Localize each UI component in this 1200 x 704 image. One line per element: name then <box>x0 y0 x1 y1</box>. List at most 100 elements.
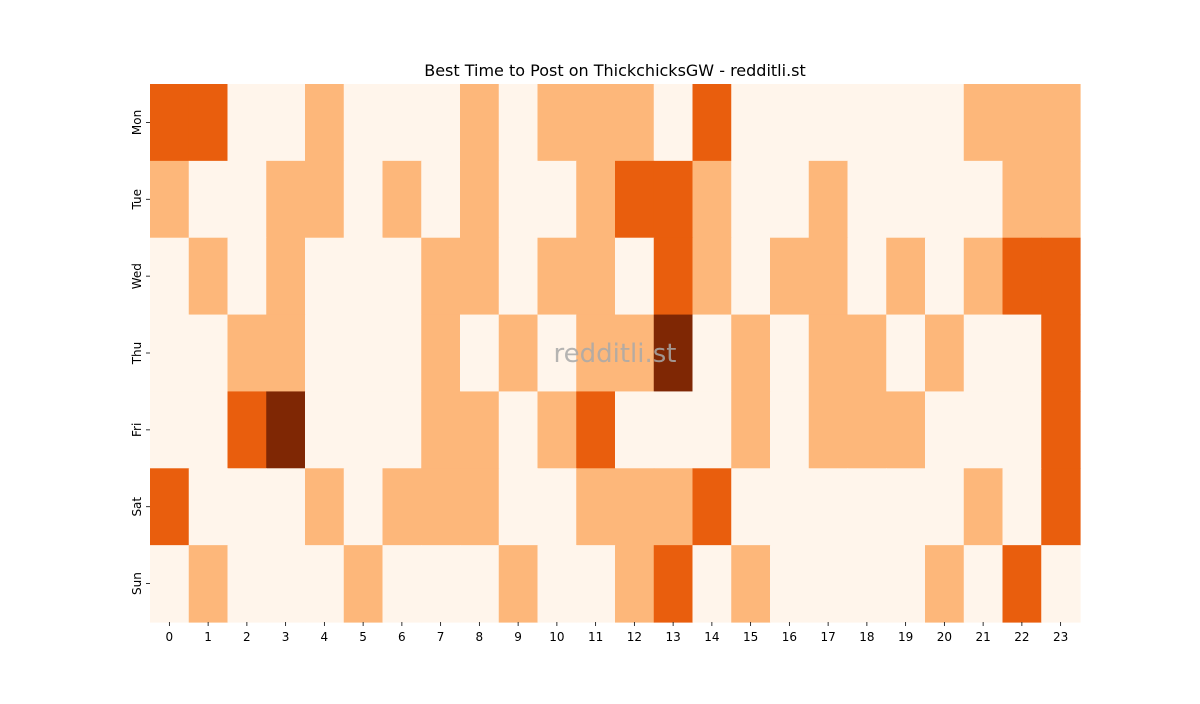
heatmap-cell-sun-22 <box>1002 545 1042 623</box>
heatmap-cell-mon-12 <box>615 84 655 162</box>
heatmap-cell-tue-23 <box>1041 160 1081 239</box>
heatmap-cell-tue-7 <box>421 160 461 239</box>
x-tick-label: 2 <box>243 630 251 644</box>
heatmap-cell-wed-6 <box>382 237 422 316</box>
heatmap-cell-wed-10 <box>537 237 577 316</box>
heatmap-cell-thu-17 <box>808 314 849 393</box>
heatmap-cell-thu-12 <box>615 314 655 393</box>
heatmap-cell-fri-22 <box>1002 391 1042 469</box>
x-tick-label: 20 <box>937 630 952 644</box>
x-tick-label: 19 <box>898 630 913 644</box>
heatmap-cell-wed-9 <box>498 237 539 316</box>
heatmap-cell-wed-3 <box>266 237 306 316</box>
heatmap-cell-sun-13 <box>653 545 694 623</box>
heatmap-cell-sat-22 <box>1002 468 1042 546</box>
heatmap-cell-sat-14 <box>692 468 732 546</box>
heatmap-cell-sat-10 <box>537 468 577 546</box>
y-axis: Mon Tue Wed Thu Fri Sat Sun <box>130 110 150 595</box>
heatmap-cell-tue-10 <box>537 160 577 239</box>
heatmap-cell-tue-17 <box>808 160 849 239</box>
heatmap-cell-wed-12 <box>615 237 655 316</box>
heatmap-cell-thu-22 <box>1002 314 1042 393</box>
heatmap-cell-wed-2 <box>227 237 267 316</box>
heatmap-cell-thu-23 <box>1041 314 1081 393</box>
heatmap-cell-tue-5 <box>343 160 384 239</box>
heatmap-cell-thu-16 <box>770 314 810 393</box>
y-tick-label: Thu <box>130 342 144 366</box>
heatmap-cell-mon-2 <box>227 84 267 162</box>
heatmap-cell-sun-1 <box>188 545 229 623</box>
heatmap-cell-sun-10 <box>537 545 577 623</box>
watermark: redditli.st <box>554 339 677 369</box>
heatmap-cell-mon-19 <box>886 84 926 162</box>
x-tick-label: 3 <box>282 630 290 644</box>
heatmap-cell-sun-18 <box>847 545 887 623</box>
heatmap-cell-sun-19 <box>886 545 926 623</box>
x-tick-label: 13 <box>665 630 680 644</box>
heatmap-cell-mon-7 <box>421 84 461 162</box>
heatmap-cell-fri-7 <box>421 391 461 469</box>
heatmap-cell-tue-14 <box>692 160 732 239</box>
heatmap-cell-sat-20 <box>925 468 965 546</box>
heatmap-cell-fri-21 <box>963 391 1004 469</box>
heatmap-cell-mon-17 <box>808 84 849 162</box>
heatmap-cell-fri-14 <box>692 391 732 469</box>
heatmap-cell-wed-11 <box>576 237 616 316</box>
heatmap-cell-tue-3 <box>266 160 306 239</box>
heatmap-cell-tue-6 <box>382 160 422 239</box>
heatmap-cell-thu-18 <box>847 314 887 393</box>
heatmap-cell-sat-7 <box>421 468 461 546</box>
x-tick-label: 14 <box>704 630 719 644</box>
heatmap-cell-sat-11 <box>576 468 616 546</box>
heatmap-cell-sat-19 <box>886 468 926 546</box>
heatmap-cell-tue-11 <box>576 160 616 239</box>
heatmap-cell-sun-23 <box>1041 545 1081 623</box>
heatmap-cell-thu-9 <box>498 314 539 393</box>
x-tick-label: 23 <box>1053 630 1068 644</box>
heatmap-cell-tue-1 <box>188 160 229 239</box>
heatmap-cell-sun-8 <box>460 545 500 623</box>
heatmap-cell-sun-0 <box>150 545 190 623</box>
y-tick-label: Mon <box>130 110 144 135</box>
heatmap-cell-sat-17 <box>808 468 849 546</box>
heatmap-cell-thu-13 <box>653 314 694 393</box>
heatmap-cell-wed-5 <box>343 237 384 316</box>
heatmap-cell-tue-9 <box>498 160 539 239</box>
chart-title: Best Time to Post on ThickchicksGW - red… <box>424 61 806 80</box>
heatmap-cell-tue-20 <box>925 160 965 239</box>
heatmap-cell-tue-2 <box>227 160 267 239</box>
heatmap-cell-sun-11 <box>576 545 616 623</box>
heatmap-cell-thu-6 <box>382 314 422 393</box>
x-tick-label: 0 <box>166 630 174 644</box>
heatmap-cell-mon-21 <box>963 84 1004 162</box>
heatmap-cell-tue-8 <box>460 160 500 239</box>
x-tick-label: 5 <box>359 630 367 644</box>
x-tick-label: 15 <box>743 630 758 644</box>
x-tick-label: 12 <box>627 630 642 644</box>
heatmap-cell-sun-15 <box>731 545 771 623</box>
heatmap-cell-mon-1 <box>188 84 229 162</box>
x-axis: 0 1 2 3 4 5 6 7 8 9 10 11 12 13 14 15 16 17 18 19 20 21 22 23 <box>166 622 1068 644</box>
heatmap-cell-thu-20 <box>925 314 965 393</box>
heatmap-cell-thu-8 <box>460 314 500 393</box>
heatmap-cell-fri-20 <box>925 391 965 469</box>
heatmap-cell-wed-0 <box>150 237 190 316</box>
heatmap-cell-fri-17 <box>808 391 849 469</box>
heatmap-cell-sat-6 <box>382 468 422 546</box>
heatmap-cell-wed-22 <box>1002 237 1042 316</box>
x-tick-label: 9 <box>514 630 522 644</box>
heatmap-cell-tue-12 <box>615 160 655 239</box>
heatmap-cell-sun-6 <box>382 545 422 623</box>
heatmap-cell-thu-19 <box>886 314 926 393</box>
heatmap-cell-tue-18 <box>847 160 887 239</box>
heatmap-cell-sun-21 <box>963 545 1004 623</box>
heatmap-cell-thu-21 <box>963 314 1004 393</box>
heatmap-cell-fri-13 <box>653 391 694 469</box>
heatmap-cell-wed-21 <box>963 237 1004 316</box>
heatmap-cell-sat-5 <box>343 468 384 546</box>
heatmap-cell-mon-13 <box>653 84 694 162</box>
heatmap-cell-tue-13 <box>653 160 694 239</box>
heatmap-cell-sat-2 <box>227 468 267 546</box>
heatmap-cell-fri-19 <box>886 391 926 469</box>
